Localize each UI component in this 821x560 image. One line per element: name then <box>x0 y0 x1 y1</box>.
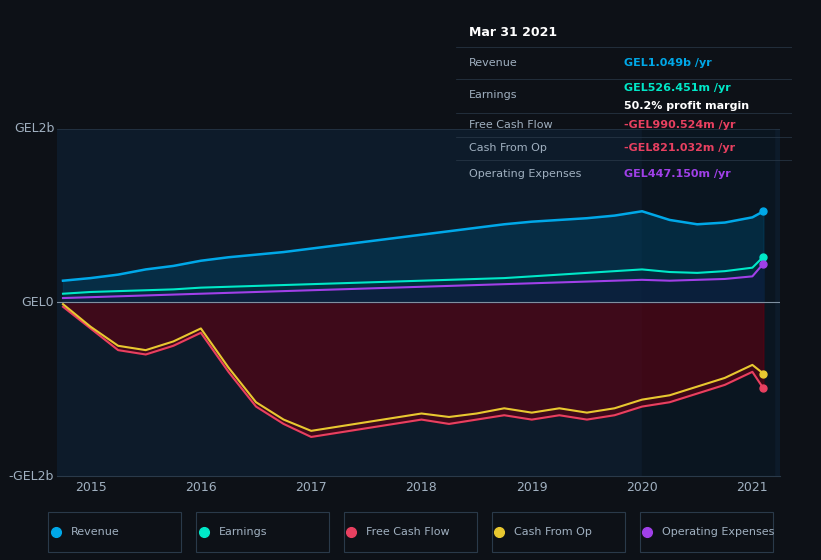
Text: Operating Expenses: Operating Expenses <box>662 527 774 537</box>
Text: GEL1.049b /yr: GEL1.049b /yr <box>624 58 712 68</box>
Text: Earnings: Earnings <box>218 527 267 537</box>
Bar <box>642 129 774 476</box>
Text: -GEL990.524m /yr: -GEL990.524m /yr <box>624 120 736 130</box>
Text: -GEL821.032m /yr: -GEL821.032m /yr <box>624 143 735 153</box>
Text: Free Cash Flow: Free Cash Flow <box>469 120 553 130</box>
Text: GEL2b: GEL2b <box>14 122 54 136</box>
Text: GEL447.150m /yr: GEL447.150m /yr <box>624 169 731 179</box>
Text: Cash From Op: Cash From Op <box>514 527 592 537</box>
Text: Operating Expenses: Operating Expenses <box>469 169 581 179</box>
Text: Revenue: Revenue <box>71 527 119 537</box>
Text: GEL526.451m /yr: GEL526.451m /yr <box>624 83 731 94</box>
Text: Cash From Op: Cash From Op <box>469 143 547 153</box>
Text: GEL0: GEL0 <box>21 296 54 309</box>
Text: Revenue: Revenue <box>469 58 518 68</box>
Text: Free Cash Flow: Free Cash Flow <box>366 527 450 537</box>
Text: Mar 31 2021: Mar 31 2021 <box>469 26 557 39</box>
Text: Earnings: Earnings <box>469 90 517 100</box>
Text: -GEL2b: -GEL2b <box>9 469 54 483</box>
Text: 50.2% profit margin: 50.2% profit margin <box>624 101 749 111</box>
